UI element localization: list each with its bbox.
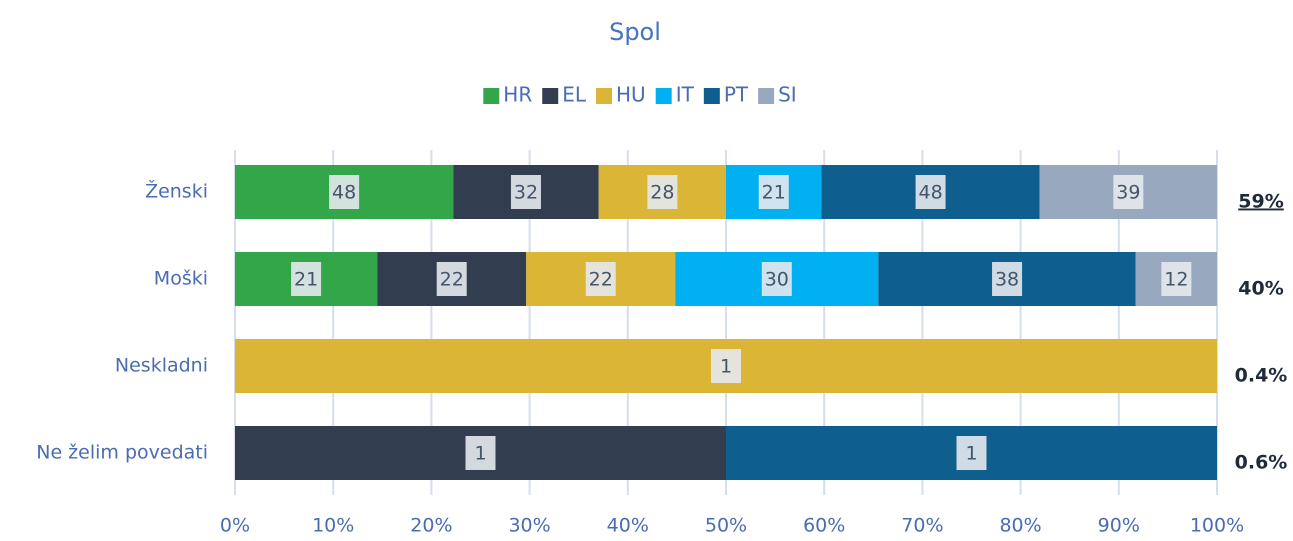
data-label: 48: [332, 182, 356, 204]
y-tick-label: Moški: [154, 268, 208, 290]
data-label-box: [992, 262, 1023, 296]
data-label-box: [291, 262, 322, 296]
x-tick-label: 60%: [803, 515, 845, 537]
x-tick-label: 40%: [607, 515, 649, 537]
x-tick-label: 50%: [705, 515, 747, 537]
row-annotation: 40%: [1238, 278, 1283, 300]
data-label-box: [436, 262, 467, 296]
legend-swatch: [758, 88, 775, 104]
legend-label: PT: [724, 83, 749, 107]
row-annotation: 0.4%: [1235, 365, 1288, 387]
data-label: 22: [440, 269, 464, 291]
data-label: 28: [650, 182, 674, 204]
y-tick-label: Neskladni: [115, 355, 208, 377]
data-label-box: [585, 262, 616, 296]
data-label: 39: [1116, 182, 1140, 204]
data-label: 1: [720, 356, 732, 378]
data-label-box: [761, 262, 792, 296]
y-tick-label: Ne želim povedati: [36, 442, 208, 464]
x-tick-label: 70%: [901, 515, 943, 537]
legend-swatch: [483, 88, 500, 104]
row-annotation: 0.6%: [1235, 452, 1288, 474]
chart-title: Spol: [609, 18, 661, 46]
data-label: 21: [294, 269, 318, 291]
legend-swatch: [542, 88, 559, 104]
data-label: 48: [918, 182, 942, 204]
data-label-box: [329, 175, 360, 209]
data-label: 1: [474, 443, 486, 465]
x-tick-label: 80%: [999, 515, 1041, 537]
data-label-box: [510, 175, 541, 209]
data-label-box: [647, 175, 678, 209]
x-tick-label: 0%: [220, 515, 250, 537]
data-label-box: [465, 436, 496, 470]
legend-label: SI: [778, 83, 797, 107]
data-label: 30: [765, 269, 789, 291]
data-label: 32: [514, 182, 538, 204]
legend-label: IT: [676, 83, 695, 107]
data-label-box: [915, 175, 946, 209]
x-tick-label: 100%: [1190, 515, 1244, 537]
data-label: 12: [1164, 269, 1188, 291]
x-tick-label: 20%: [410, 515, 452, 537]
row-annotation: 59%: [1238, 191, 1283, 213]
data-label-box: [1113, 175, 1144, 209]
data-label: 21: [762, 182, 786, 204]
legend-swatch: [703, 88, 720, 104]
x-tick-label: 30%: [508, 515, 550, 537]
data-label-box: [711, 349, 741, 383]
data-label-box: [956, 436, 987, 470]
x-tick-label: 10%: [312, 515, 354, 537]
x-tick-label: 90%: [1098, 515, 1140, 537]
legend-label: HU: [616, 83, 646, 107]
y-tick-label: Ženski: [145, 180, 208, 203]
legend-swatch: [655, 88, 672, 104]
data-label-box: [1161, 262, 1192, 296]
data-label: 38: [995, 269, 1019, 291]
data-label: 22: [589, 269, 613, 291]
data-label-box: [758, 175, 789, 209]
legend-swatch: [596, 88, 613, 104]
legend-label: HR: [503, 83, 532, 107]
legend-label: EL: [562, 83, 587, 107]
data-label: 1: [965, 443, 977, 465]
